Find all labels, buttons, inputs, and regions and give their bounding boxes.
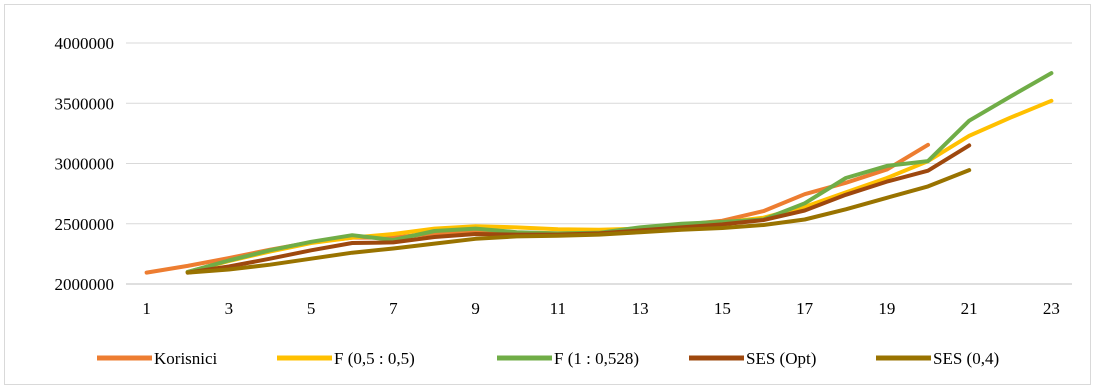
series-lines bbox=[144, 71, 1054, 275]
y-tick-label: 4000000 bbox=[55, 34, 115, 53]
x-tick-label: 17 bbox=[796, 299, 814, 318]
legend: Korisnici F (0,5 : 0,5) F (1 : 0,528) SES (… bbox=[97, 349, 999, 368]
x-axis-labels: 1 3 5 7 9 11 13 15 17 19 21 23 bbox=[142, 299, 1060, 318]
y-tick-label: 3500000 bbox=[55, 94, 115, 113]
x-tick-label: 3 bbox=[225, 299, 234, 318]
x-tick-label: 13 bbox=[632, 299, 649, 318]
legend-label: SES (0,4) bbox=[933, 349, 999, 368]
x-tick-label: 23 bbox=[1043, 299, 1060, 318]
y-tick-label: 3000000 bbox=[55, 155, 115, 174]
legend-label: F (1 : 0,528) bbox=[554, 349, 639, 368]
y-tick-label: 2000000 bbox=[55, 275, 115, 294]
x-tick-label: 21 bbox=[961, 299, 978, 318]
x-tick-label: 9 bbox=[471, 299, 480, 318]
x-tick-label: 7 bbox=[389, 299, 398, 318]
legend-label: Korisnici bbox=[154, 349, 218, 368]
chart-frame bbox=[4, 4, 1091, 385]
legend-label: SES (Opt) bbox=[746, 349, 816, 368]
series-line-5 bbox=[185, 168, 972, 275]
gridlines bbox=[126, 42, 1072, 225]
x-tick-label: 5 bbox=[307, 299, 316, 318]
x-tick-label: 11 bbox=[550, 299, 566, 318]
x-tick-label: 1 bbox=[142, 299, 151, 318]
y-axis-labels: 2000000 2500000 3000000 3500000 4000000 bbox=[55, 34, 115, 294]
legend-label: F (0,5 : 0,5) bbox=[334, 349, 415, 368]
y-tick-label: 2500000 bbox=[55, 215, 115, 234]
x-tick-label: 15 bbox=[714, 299, 731, 318]
x-tick-label: 19 bbox=[878, 299, 895, 318]
